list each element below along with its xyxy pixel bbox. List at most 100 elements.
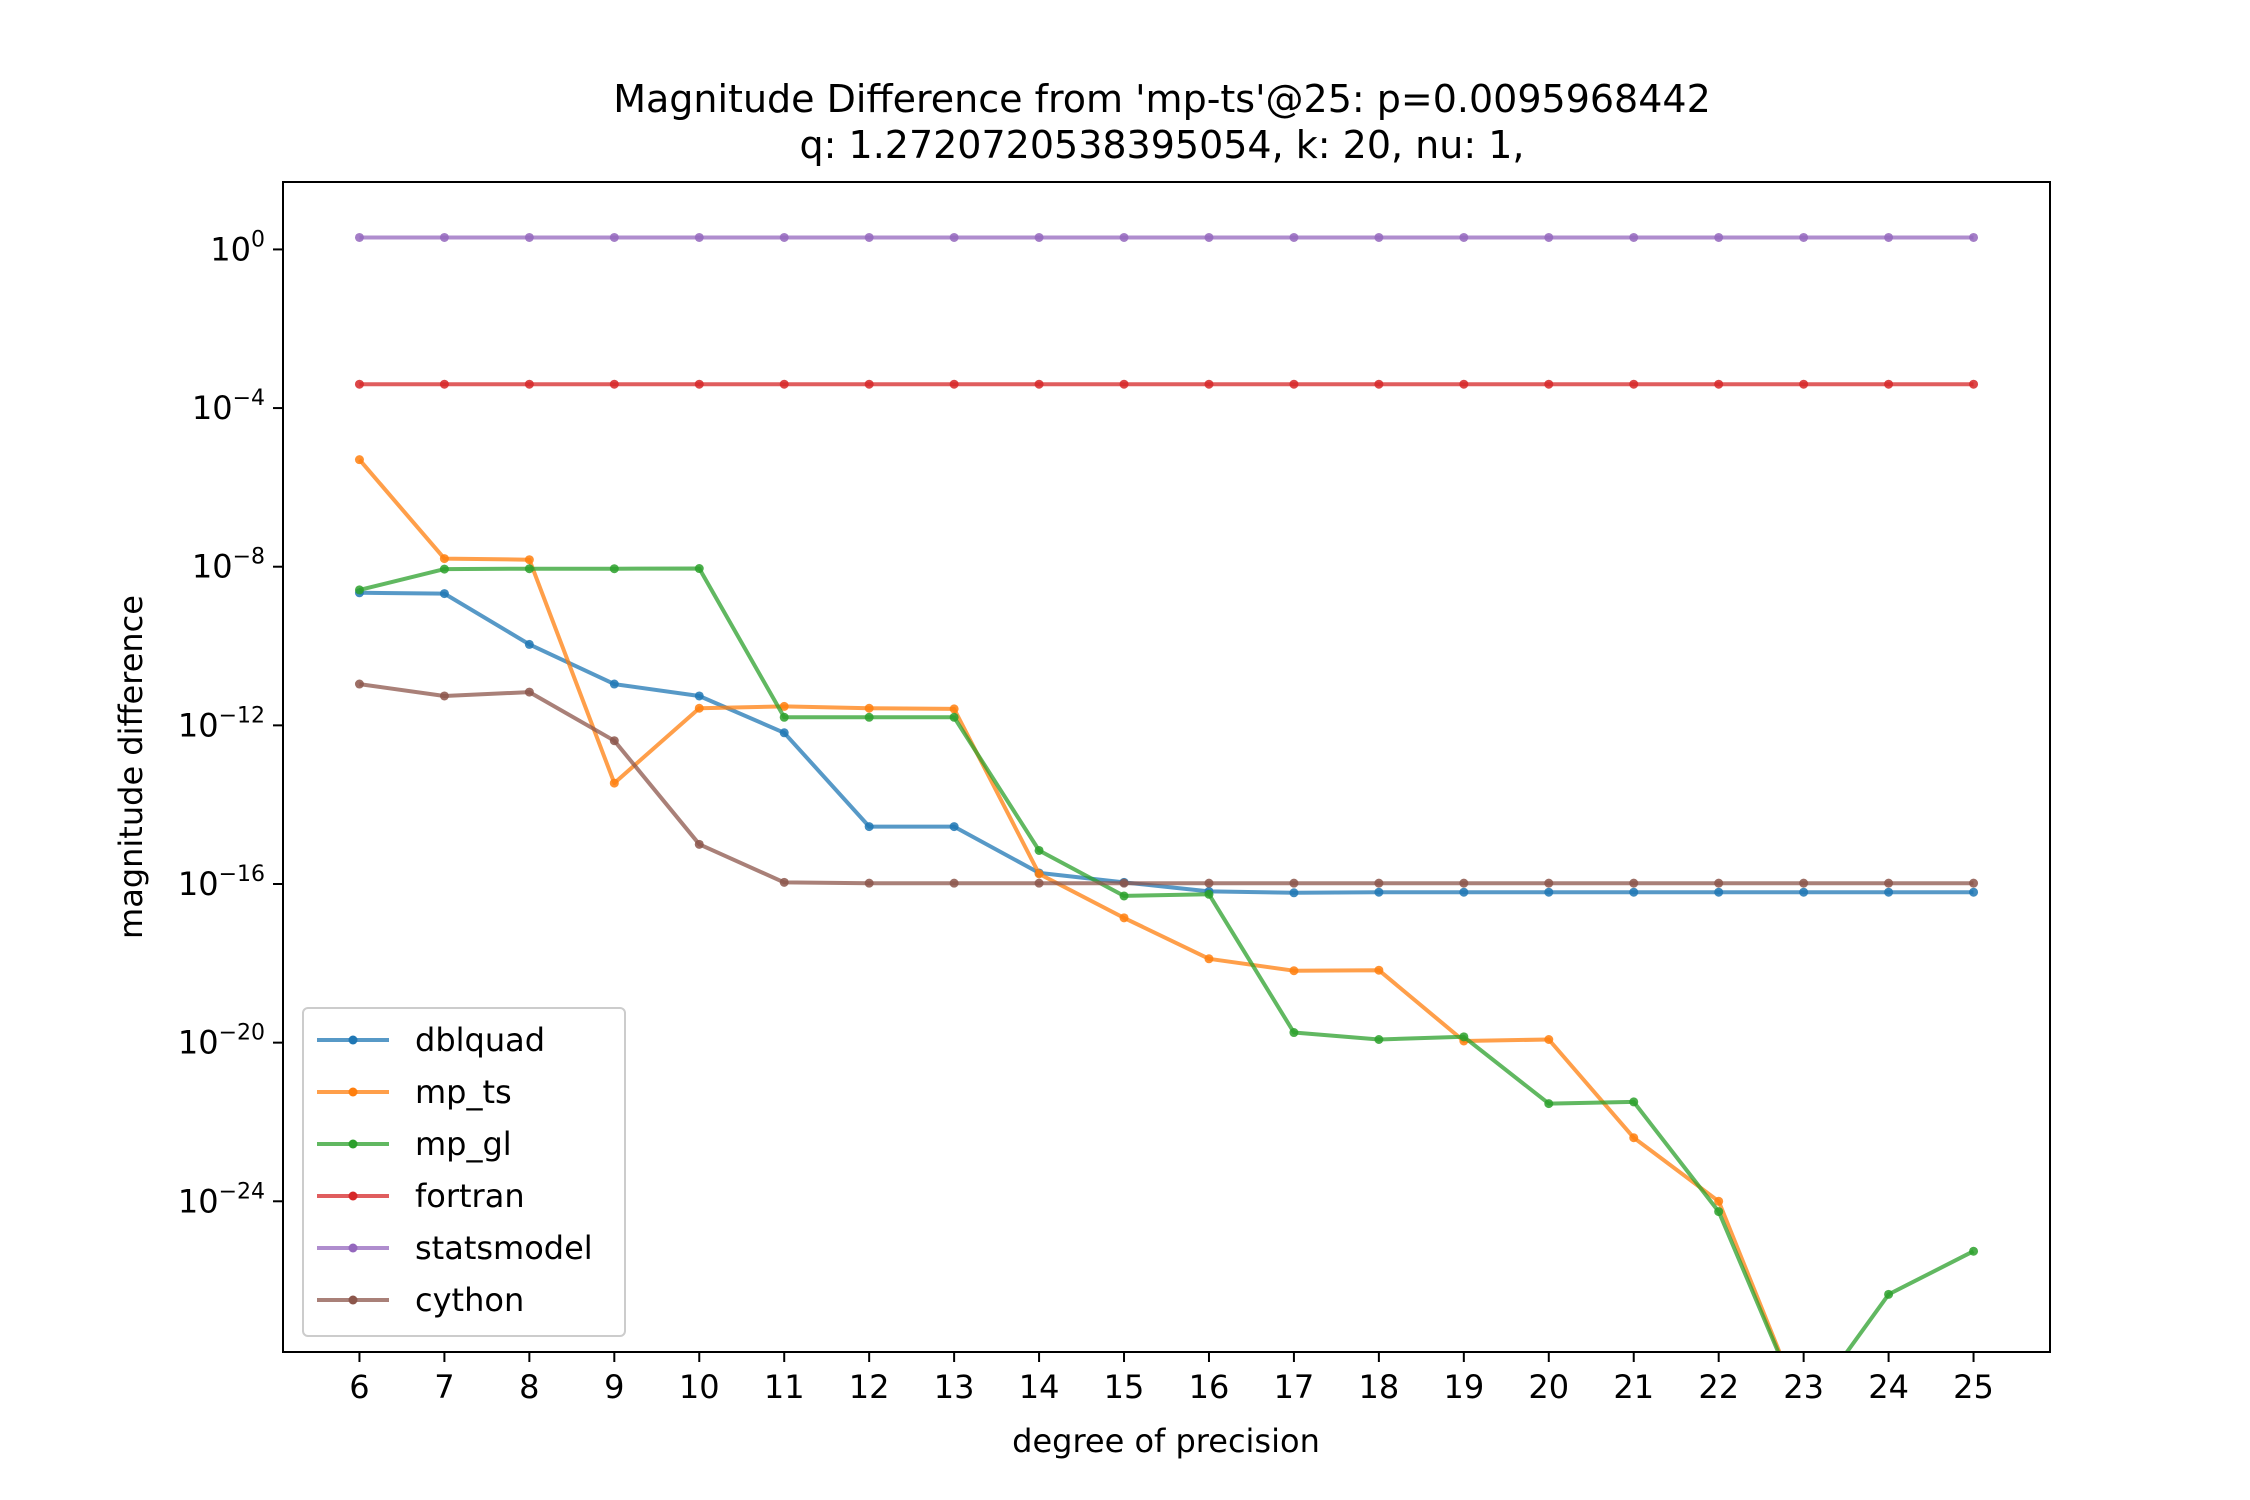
y-tick-label: 10−20: [178, 1021, 265, 1062]
data-point: [864, 878, 874, 888]
x-tick-label: 19: [1443, 1368, 1484, 1406]
x-tick-label: 20: [1528, 1368, 1569, 1406]
x-tick-label: 14: [1019, 1368, 1060, 1406]
data-point: [694, 564, 704, 574]
legend-item-mp_gl: mp_gl: [317, 1125, 512, 1163]
y-tick-label: 10−4: [192, 386, 265, 427]
data-point: [1629, 1097, 1639, 1107]
data-point: [1204, 878, 1214, 888]
data-point: [439, 564, 449, 574]
data-point: [1714, 232, 1724, 242]
data-point: [1289, 888, 1299, 898]
series-dblquad: [354, 588, 1979, 898]
data-point: [779, 712, 789, 722]
data-point: [354, 679, 364, 689]
chart-subtitle: q: 1.2720720538395054, k: 20, nu: 1,: [800, 123, 1525, 167]
data-point: [1119, 379, 1129, 389]
data-point: [1714, 887, 1724, 897]
x-tick-label: 18: [1359, 1368, 1400, 1406]
data-point: [1204, 232, 1214, 242]
data-point: [524, 555, 534, 565]
data-point: [1544, 379, 1554, 389]
plot-frame: [282, 181, 2051, 1353]
data-point: [1544, 1035, 1554, 1045]
data-point: [1374, 1035, 1384, 1045]
legend-marker: [348, 1139, 358, 1149]
data-point: [1714, 379, 1724, 389]
data-point: [1289, 1028, 1299, 1038]
data-point: [609, 736, 619, 746]
plot-area: [354, 232, 1979, 1352]
data-point: [524, 232, 534, 242]
data-point: [1459, 379, 1469, 389]
data-point: [439, 232, 449, 242]
data-point: [779, 728, 789, 738]
legend-item-fortran: fortran: [317, 1177, 525, 1215]
x-tick-label: 9: [604, 1368, 624, 1406]
x-tick-label: 11: [764, 1368, 805, 1406]
data-point: [609, 778, 619, 788]
x-tick-label: 12: [849, 1368, 890, 1406]
x-tick-label: 24: [1868, 1368, 1909, 1406]
data-point: [1119, 232, 1129, 242]
data-point: [1969, 379, 1979, 389]
data-point: [1204, 889, 1214, 899]
x-tick-label: 21: [1613, 1368, 1654, 1406]
x-tick-label: 6: [349, 1368, 369, 1406]
x-axis-label: degree of precision: [1012, 1422, 1320, 1460]
legend-marker: [348, 1243, 358, 1253]
x-tick-label: 22: [1698, 1368, 1739, 1406]
chart-title: Magnitude Difference from 'mp-ts'@25: p=…: [613, 77, 1711, 121]
data-point: [1289, 878, 1299, 888]
series-statsmodel: [354, 232, 1979, 242]
data-point: [779, 701, 789, 711]
y-tick-label: 10−12: [178, 703, 265, 744]
data-point: [694, 839, 704, 849]
data-point: [1884, 232, 1894, 242]
data-point: [1289, 232, 1299, 242]
data-point: [949, 878, 959, 888]
data-point: [864, 712, 874, 722]
data-point: [609, 379, 619, 389]
legend-item-cython: cython: [317, 1281, 524, 1319]
data-point: [354, 455, 364, 465]
y-tick-label: 10−24: [178, 1179, 265, 1220]
data-point: [1034, 869, 1044, 879]
legend-item-statsmodel: statsmodel: [317, 1229, 593, 1267]
data-point: [1544, 232, 1554, 242]
data-point: [1799, 379, 1809, 389]
series-line: [359, 682, 1974, 886]
x-tick-label: 7: [434, 1368, 454, 1406]
legend-label: mp_gl: [415, 1125, 512, 1163]
data-point: [1884, 887, 1894, 897]
data-point: [1374, 379, 1384, 389]
data-point: [694, 232, 704, 242]
data-point: [524, 564, 534, 574]
data-point: [1714, 1196, 1724, 1206]
data-point: [1034, 878, 1044, 888]
data-point: [1799, 878, 1809, 888]
data-point: [864, 703, 874, 713]
data-point: [949, 822, 959, 832]
x-tick-label: 15: [1104, 1368, 1145, 1406]
data-point: [779, 232, 789, 242]
legend-marker: [348, 1087, 358, 1097]
data-point: [864, 232, 874, 242]
data-point: [354, 379, 364, 389]
data-point: [1629, 1133, 1639, 1143]
axes: 6 7 8 9 10 11 12 13 14 15 16 17 18 19 20 21 22 23 24 25 100 1…: [178, 227, 1994, 1406]
data-point: [949, 712, 959, 722]
series-line: [359, 566, 1975, 1352]
data-point: [1289, 966, 1299, 976]
data-point: [1969, 887, 1979, 897]
data-point: [439, 691, 449, 701]
data-point: [609, 679, 619, 689]
data-point: [1544, 1099, 1554, 1109]
data-point: [1629, 379, 1639, 389]
data-point: [1884, 379, 1894, 389]
data-point: [1459, 232, 1469, 242]
data-point: [609, 564, 619, 574]
data-point: [1204, 954, 1214, 964]
data-point: [694, 703, 704, 713]
legend-item-dblquad: dblquad: [317, 1021, 545, 1059]
